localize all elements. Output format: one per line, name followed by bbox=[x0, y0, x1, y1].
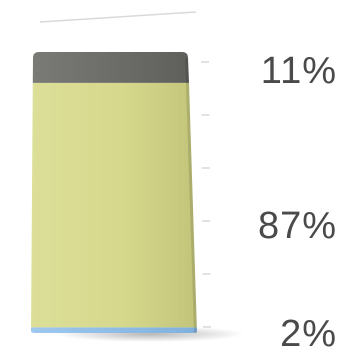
data-label-0: 2% bbox=[280, 313, 337, 356]
bar-segment-0 bbox=[31, 327, 197, 333]
bar-segment-2 bbox=[33, 52, 189, 83]
bar-segment-1 bbox=[31, 83, 197, 327]
axis-line bbox=[40, 12, 196, 22]
data-label-2: 11% bbox=[261, 50, 337, 93]
axis-ticks bbox=[201, 62, 211, 327]
data-label-1: 87% bbox=[258, 205, 337, 248]
stacked-bar bbox=[31, 52, 197, 333]
bar-segment-edge-2 bbox=[187, 58, 188, 83]
